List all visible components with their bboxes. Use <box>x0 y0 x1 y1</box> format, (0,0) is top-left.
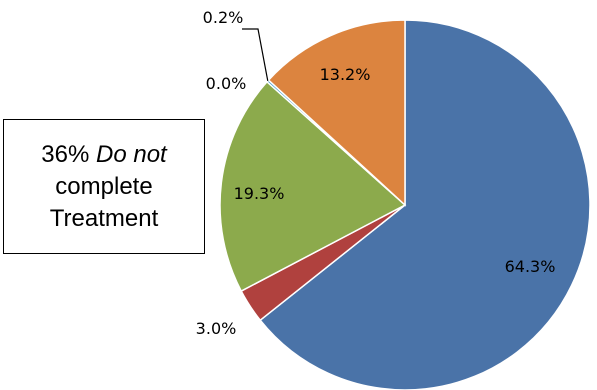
pie-slice-13-2 <box>267 19 406 207</box>
annotation-line-1: 36% Do not <box>41 139 166 171</box>
slice-label-3-0: 3.0% <box>196 319 237 338</box>
slice-label-19-3: 19.3% <box>234 184 285 203</box>
annotation-text-1: Do not <box>96 140 167 168</box>
slice-label-0-0: 0.0% <box>206 74 247 93</box>
slice-label-0-2: 0.2% <box>203 8 244 27</box>
pie-slice-19-3 <box>219 80 407 293</box>
annotation-line-3: Treatment <box>49 204 159 232</box>
annotation-line-2: complete <box>55 172 153 200</box>
slice-label-64-3: 64.3% <box>505 257 556 276</box>
annotation-percent: 36% <box>41 140 90 168</box>
leader-lines <box>242 28 269 82</box>
treatment-annotation-box: 36% Do not complete Treatment <box>3 119 205 254</box>
leader-line-0-2 <box>242 28 269 82</box>
slice-label-13-2: 13.2% <box>320 65 371 84</box>
pie-slices <box>219 19 591 390</box>
pie-slice-64-3 <box>259 19 591 390</box>
